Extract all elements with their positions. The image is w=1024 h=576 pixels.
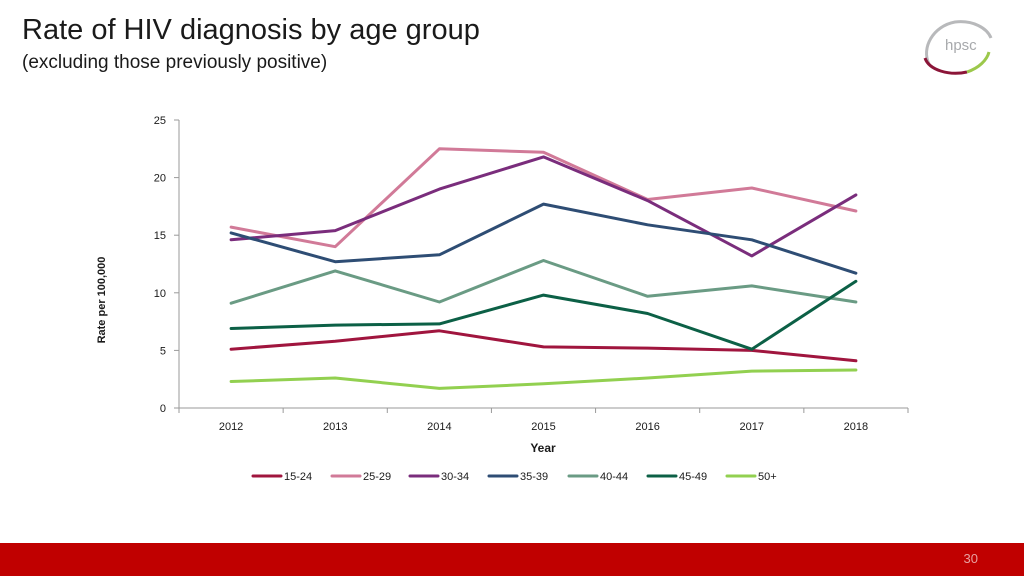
y-tick-label: 15 bbox=[154, 230, 166, 242]
y-tick-label: 10 bbox=[154, 288, 166, 300]
hpsc-logo: hpsc bbox=[923, 20, 993, 75]
series-line-45-49 bbox=[229, 279, 858, 351]
series-line-50+ bbox=[229, 368, 858, 390]
chart-axes: 0 5 10 15 20 25 2012 2013 2014 2015 2016 2017 2018 bbox=[154, 115, 909, 433]
series-line-35-39 bbox=[229, 202, 858, 275]
x-tick-label: 2012 bbox=[219, 421, 243, 433]
legend-label-30-34: 30-34 bbox=[441, 471, 469, 483]
legend-label-40-44: 40-44 bbox=[600, 471, 628, 483]
chart-legend: 15-24 25-29 30-34 35-39 40-44 45-49 50+ bbox=[251, 471, 777, 483]
x-tick-label: 2017 bbox=[740, 421, 764, 433]
x-tick-label: 2018 bbox=[844, 421, 868, 433]
line-chart: 0 5 10 15 20 25 2012 2013 2014 2015 2016 2017 2018 R… bbox=[96, 115, 909, 483]
series-line-40-44 bbox=[229, 259, 858, 305]
series-line-30-34 bbox=[229, 155, 858, 258]
y-tick-label: 20 bbox=[154, 173, 166, 185]
chart-series bbox=[229, 147, 858, 390]
slide-subtitle: (excluding those previously positive) bbox=[22, 52, 328, 73]
y-tick-label: 5 bbox=[160, 345, 166, 357]
page-number: 30 bbox=[963, 551, 978, 566]
x-axis-label: Year bbox=[530, 441, 556, 455]
legend-label-50+: 50+ bbox=[758, 471, 777, 483]
legend-label-35-39: 35-39 bbox=[520, 471, 548, 483]
slide-title: Rate of HIV diagnosis by age group bbox=[22, 14, 480, 46]
series-line-25-29 bbox=[229, 147, 858, 249]
footer-bar: 30 bbox=[0, 543, 1024, 576]
y-tick-label: 0 bbox=[160, 403, 166, 415]
legend-label-25-29: 25-29 bbox=[363, 471, 391, 483]
y-tick-label: 25 bbox=[154, 115, 166, 127]
logo-text: hpsc bbox=[945, 37, 977, 54]
x-tick-label: 2016 bbox=[635, 421, 659, 433]
legend-label-45-49: 45-49 bbox=[679, 471, 707, 483]
legend-label-15-24: 15-24 bbox=[284, 471, 312, 483]
series-line-15-24 bbox=[229, 329, 858, 363]
x-tick-label: 2015 bbox=[531, 421, 555, 433]
y-axis-label: Rate per 100,000 bbox=[96, 257, 108, 344]
x-tick-label: 2014 bbox=[427, 421, 451, 433]
x-tick-label: 2013 bbox=[323, 421, 347, 433]
